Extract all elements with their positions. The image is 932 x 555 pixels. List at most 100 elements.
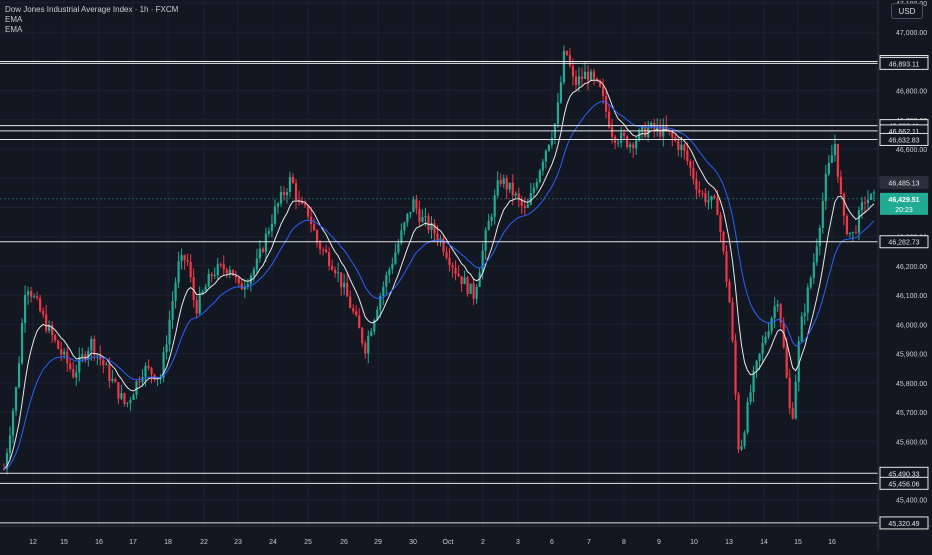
candle-body xyxy=(776,304,779,307)
candle-body xyxy=(824,174,827,201)
candle-body xyxy=(418,208,421,222)
candle-body xyxy=(412,199,415,212)
y-tick-label: 45,400.00 xyxy=(896,498,927,505)
candle-body xyxy=(2,469,6,471)
candle-body xyxy=(454,267,457,274)
candle-body xyxy=(707,200,710,203)
candle-body xyxy=(108,364,111,381)
candle-body xyxy=(592,71,596,79)
candle-body xyxy=(346,282,349,297)
candle-body xyxy=(526,204,529,208)
candle-body xyxy=(641,126,644,131)
level-tag-bg xyxy=(879,516,929,530)
candle-body xyxy=(568,54,572,66)
level-tag-bg xyxy=(879,476,929,490)
candle-body xyxy=(322,249,325,251)
candle-body xyxy=(11,410,15,436)
candle-body xyxy=(704,193,707,203)
symbol-title[interactable]: Dow Jones Industrial Average Index · 1h … xyxy=(5,5,179,14)
level-tag-bg xyxy=(879,132,929,146)
candle-body xyxy=(520,199,523,206)
candle-body xyxy=(755,360,758,371)
y-tick-label: 45,600.00 xyxy=(896,439,927,446)
level-tag-bg xyxy=(879,56,929,70)
candle-body xyxy=(415,199,418,209)
candle-body xyxy=(318,242,322,250)
candle-body xyxy=(692,167,695,180)
candle-body xyxy=(487,221,490,231)
candle-body xyxy=(671,131,674,138)
candle-body xyxy=(472,283,475,299)
candle-body xyxy=(367,335,370,354)
candle-body xyxy=(349,296,352,308)
candle-body xyxy=(532,187,535,193)
candle-body xyxy=(343,282,346,288)
candle-body xyxy=(331,265,334,270)
candle-body xyxy=(695,179,698,190)
candle-body xyxy=(252,269,255,276)
candle-body xyxy=(547,144,550,151)
candle-body xyxy=(228,269,231,274)
candle-body xyxy=(213,275,216,277)
candle-body xyxy=(719,215,722,232)
candle-body xyxy=(123,393,126,404)
candle-body xyxy=(541,161,544,171)
x-tick-label: 10 xyxy=(690,539,698,546)
candle-body xyxy=(144,365,147,377)
candle-body xyxy=(728,281,731,303)
candle-body xyxy=(63,351,66,355)
candle-body xyxy=(72,369,75,378)
candle-body xyxy=(282,191,286,196)
level-tag: 45,456.06 xyxy=(888,481,919,488)
candle-body xyxy=(827,162,830,175)
candle-body xyxy=(294,183,298,200)
candle-body xyxy=(216,264,219,276)
candle-body xyxy=(514,193,517,196)
x-tick-label: 16 xyxy=(95,539,103,546)
candle-body xyxy=(821,200,824,228)
candle-body xyxy=(306,205,310,217)
candle-body xyxy=(48,325,51,331)
candle-body xyxy=(261,248,264,253)
candle-body xyxy=(370,331,373,336)
candle-body xyxy=(475,286,478,299)
candle-body xyxy=(376,309,379,320)
candle-body xyxy=(550,137,553,145)
candle-body xyxy=(740,446,743,450)
candle-body xyxy=(620,132,623,143)
candle-body xyxy=(623,132,626,137)
candle-body xyxy=(499,180,502,184)
candle-body xyxy=(469,283,472,294)
candle-body xyxy=(716,198,719,216)
candle-body xyxy=(448,257,451,266)
candle-body xyxy=(51,325,54,336)
candle-body xyxy=(818,227,821,247)
ema-indicator-1[interactable]: EMA xyxy=(5,15,23,24)
candle-body xyxy=(394,252,397,264)
candle-body xyxy=(325,249,328,253)
candle-body xyxy=(635,140,638,149)
x-tick-label: 3 xyxy=(516,539,520,546)
currency-button[interactable]: USD xyxy=(891,3,923,19)
candle-body xyxy=(243,286,246,290)
candle-body xyxy=(120,393,123,399)
candle-body xyxy=(439,238,442,241)
candle-body xyxy=(653,123,656,130)
ema-indicator-2[interactable]: EMA xyxy=(5,25,23,34)
x-tick-label: 2 xyxy=(481,539,485,546)
candle-body xyxy=(168,319,171,345)
candle-body xyxy=(114,379,117,383)
candle-body xyxy=(562,51,566,83)
candle-body xyxy=(39,298,42,312)
candle-body xyxy=(457,273,460,277)
candle-body xyxy=(192,277,195,301)
x-tick-label: 25 xyxy=(304,539,312,546)
level-tag: 46,632.83 xyxy=(888,137,919,144)
candle-body xyxy=(397,243,400,253)
candle-body xyxy=(451,265,454,268)
candle-body xyxy=(156,378,159,380)
candle-body xyxy=(358,315,361,329)
